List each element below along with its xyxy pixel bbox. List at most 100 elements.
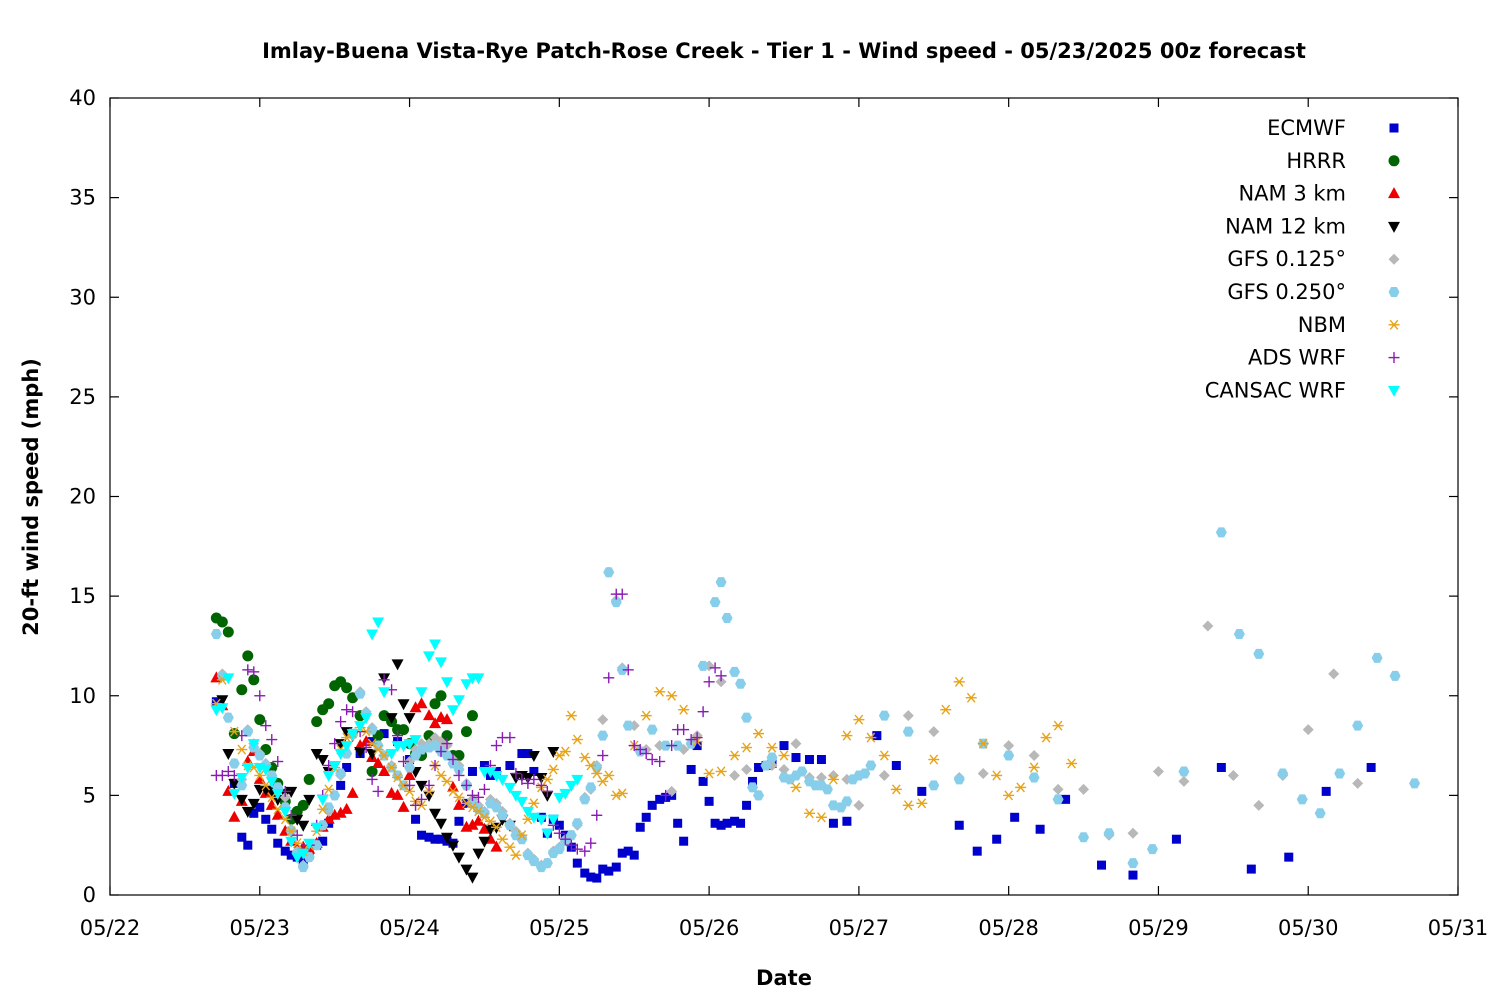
- data-point: [1003, 740, 1015, 752]
- data-point: [915, 798, 928, 809]
- data-point: [547, 764, 560, 775]
- data-point: [677, 723, 690, 736]
- data-point: [341, 682, 353, 694]
- data-point: [222, 712, 234, 723]
- data-point: [1171, 834, 1181, 844]
- data-point: [236, 684, 248, 696]
- data-point: [1178, 766, 1190, 777]
- data-point: [1284, 852, 1294, 862]
- data-point: [1352, 720, 1364, 731]
- data-point: [697, 660, 709, 671]
- data-point: [714, 766, 728, 777]
- data-point: [696, 705, 710, 718]
- data-point: [1216, 762, 1226, 772]
- data-point: [640, 710, 653, 721]
- data-point: [323, 698, 335, 710]
- data-point: [397, 800, 410, 812]
- data-point: [590, 809, 603, 822]
- data-point: [235, 744, 249, 755]
- data-point: [840, 730, 854, 741]
- data-point: [729, 666, 741, 677]
- data-point: [429, 808, 442, 820]
- data-point: [242, 650, 254, 662]
- data-point: [992, 834, 1002, 844]
- data-point: [902, 726, 914, 737]
- data-point: [261, 814, 271, 824]
- legend-marker: [1388, 287, 1400, 297]
- data-point: [698, 776, 708, 786]
- data-point: [702, 768, 716, 779]
- data-point: [1389, 670, 1401, 681]
- legend-label: GFS 0.125°: [1227, 247, 1346, 271]
- data-point: [460, 726, 472, 738]
- data-point: [927, 754, 940, 765]
- data-point: [478, 783, 491, 796]
- legend-label: GFS 0.250°: [1227, 280, 1346, 304]
- data-point: [1246, 864, 1256, 874]
- data-point: [1002, 790, 1015, 801]
- data-point: [954, 820, 964, 830]
- data-point: [503, 731, 517, 744]
- data-point: [653, 686, 666, 698]
- data-point: [1027, 762, 1041, 773]
- data-point: [366, 629, 379, 641]
- data-point: [340, 802, 353, 814]
- data-point: [423, 790, 436, 802]
- data-point: [216, 616, 228, 628]
- data-point: [597, 714, 609, 726]
- data-point: [460, 779, 473, 792]
- data-point: [429, 639, 442, 651]
- data-point: [665, 690, 678, 702]
- data-point: [653, 755, 666, 768]
- data-point: [1014, 782, 1027, 793]
- data-point: [603, 567, 615, 578]
- data-point: [316, 755, 329, 767]
- data-point: [1127, 827, 1139, 839]
- data-point: [241, 663, 254, 677]
- x-tick-label: 05/25: [529, 916, 590, 940]
- data-point: [592, 873, 602, 883]
- data-point: [1052, 783, 1064, 795]
- data-point: [303, 773, 315, 785]
- x-tick-label: 05/24: [379, 916, 440, 940]
- legend-marker: [1388, 385, 1400, 397]
- data-point: [237, 832, 247, 842]
- axis-ticks: 05/22 05/23 05/24 05/25 05/26 05/27 05/28 05/29…: [69, 86, 1488, 940]
- data-point: [928, 780, 940, 791]
- data-point: [467, 766, 477, 776]
- data-point: [228, 810, 241, 822]
- data-point: [372, 617, 385, 629]
- data-point: [241, 762, 254, 774]
- data-point: [815, 811, 828, 823]
- data-point: [503, 841, 517, 853]
- data-point: [1003, 750, 1015, 761]
- data-point: [578, 844, 591, 858]
- data-point: [435, 690, 447, 702]
- data-point: [222, 749, 235, 761]
- data-point: [584, 836, 597, 850]
- data-point: [423, 709, 436, 721]
- data-point: [852, 714, 866, 725]
- y-tick-label: 10: [69, 684, 96, 708]
- data-point: [1334, 768, 1346, 779]
- data-point: [977, 767, 989, 779]
- data-point: [1028, 772, 1040, 783]
- data-point: [505, 760, 515, 770]
- data-point: [741, 763, 753, 775]
- data-point: [527, 798, 541, 809]
- data-point: [1152, 765, 1164, 777]
- data-point: [902, 800, 915, 811]
- x-tick-label: 05/23: [230, 916, 291, 940]
- data-point: [490, 739, 503, 752]
- data-point: [247, 665, 260, 679]
- data-point: [616, 788, 629, 799]
- data-point: [629, 850, 639, 860]
- data-point: [297, 820, 310, 832]
- data-point: [853, 799, 865, 811]
- x-tick-label: 05/22: [80, 916, 141, 940]
- data-point: [597, 730, 609, 741]
- data-point: [890, 784, 903, 795]
- data-point: [790, 738, 802, 750]
- legend-label: ECMWF: [1267, 116, 1346, 140]
- data-point: [1352, 777, 1364, 789]
